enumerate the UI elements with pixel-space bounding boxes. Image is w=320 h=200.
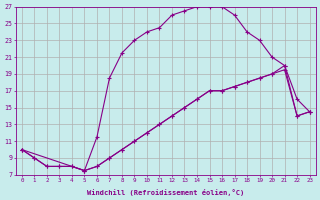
X-axis label: Windchill (Refroidissement éolien,°C): Windchill (Refroidissement éolien,°C) [87,189,244,196]
